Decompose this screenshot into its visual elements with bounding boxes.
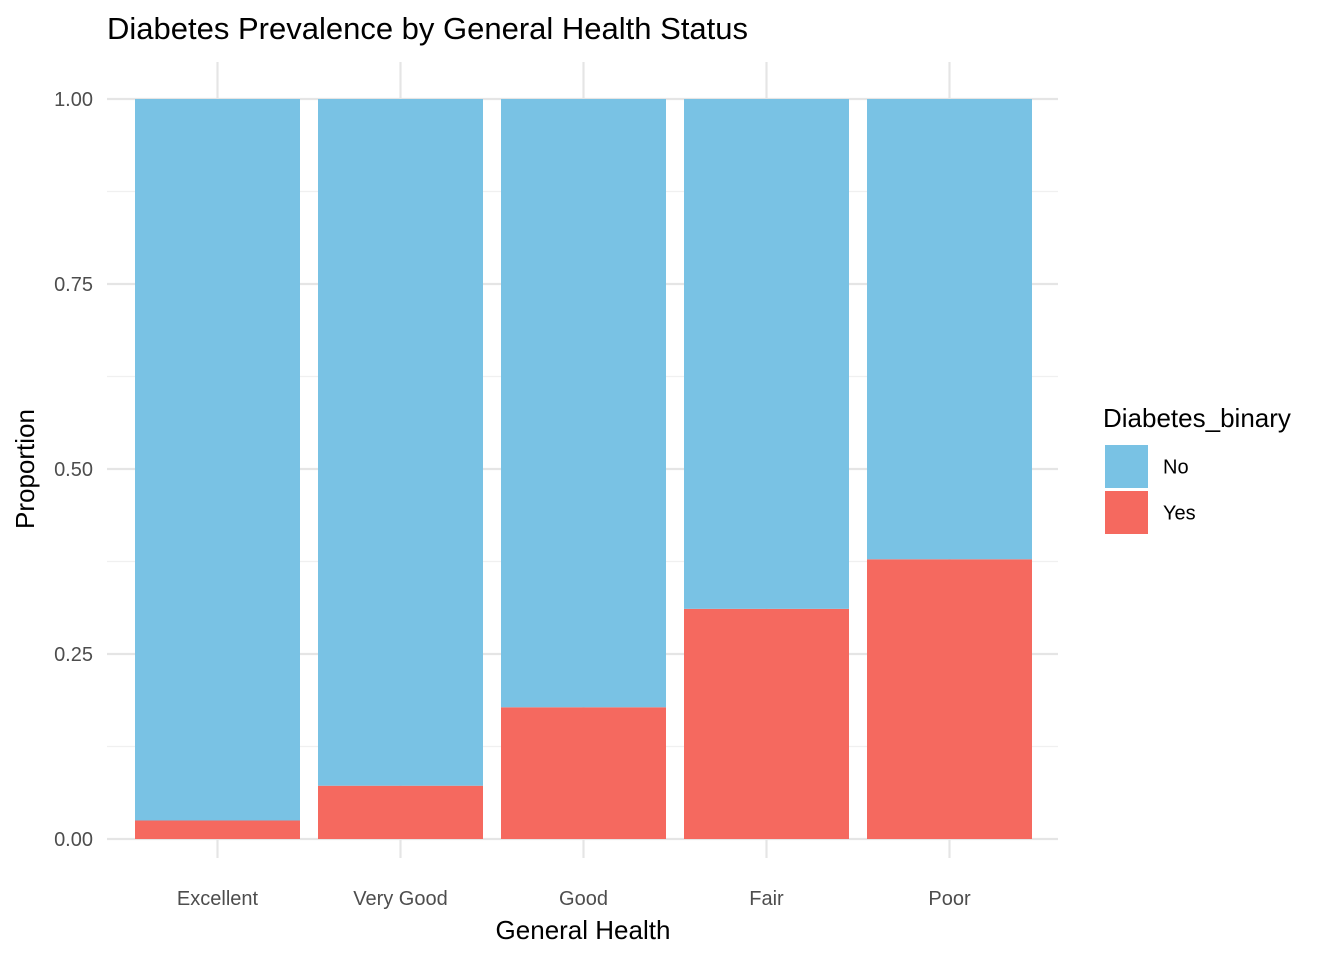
- bar-yes-poor: [867, 559, 1032, 839]
- x-tick-label: Very Good: [353, 888, 448, 910]
- legend-label-yes: Yes: [1163, 503, 1196, 525]
- bar-no-fair: [684, 99, 849, 609]
- legend-key-yes: [1105, 491, 1148, 534]
- y-axis-title: Proportion: [10, 409, 40, 529]
- x-tick-label: Excellent: [177, 888, 259, 910]
- legend: Diabetes_binary No Yes: [1103, 403, 1291, 534]
- legend-label-no: No: [1163, 457, 1189, 479]
- bar-yes-good: [501, 707, 666, 839]
- x-axis-title: General Health: [496, 915, 671, 945]
- bar-yes-very-good: [318, 785, 483, 839]
- y-tick-label: 1.00: [54, 89, 93, 111]
- y-tick-label: 0.25: [54, 644, 93, 666]
- y-axis: 0.00 0.25 0.50 0.75 1.00: [54, 89, 93, 851]
- y-tick-label: 0.75: [54, 274, 93, 296]
- x-tick-label: Fair: [749, 888, 784, 910]
- bar-no-very-good: [318, 99, 483, 786]
- bar-no-good: [501, 99, 666, 708]
- legend-key-no: [1105, 445, 1148, 488]
- bar-yes-fair: [684, 608, 849, 839]
- bar-yes-excellent: [135, 820, 300, 839]
- y-tick-label: 0.00: [54, 829, 93, 851]
- bar-no-excellent: [135, 99, 300, 821]
- x-tick-label: Good: [559, 888, 608, 910]
- x-tick-label: Poor: [928, 888, 971, 910]
- x-axis: Excellent Very Good Good Fair Poor: [177, 888, 971, 910]
- chart-title: Diabetes Prevalence by General Health St…: [107, 11, 748, 46]
- bar-no-poor: [867, 99, 1032, 560]
- y-tick-label: 0.50: [54, 459, 93, 481]
- legend-title: Diabetes_binary: [1103, 403, 1291, 433]
- bars: [135, 99, 1032, 839]
